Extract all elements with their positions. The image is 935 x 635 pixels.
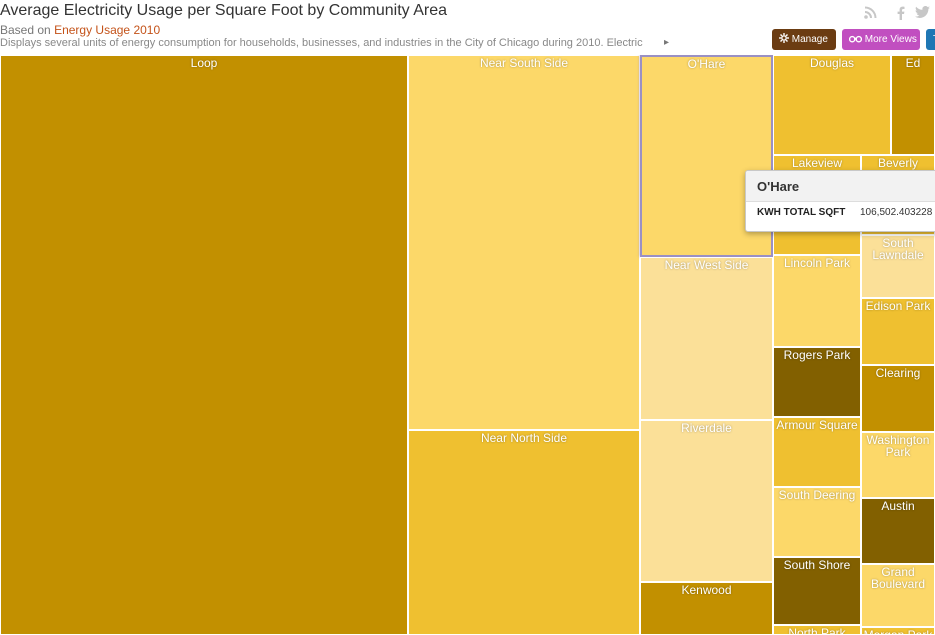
- treemap-tile-label: Austin: [881, 499, 915, 513]
- treemap-tile-label: Beverly: [877, 156, 918, 170]
- treemap-tile-label: Morgan Park: [863, 628, 933, 635]
- treemap-tile-south-lawndale[interactable]: South Lawndale: [861, 235, 935, 298]
- treemap-tile-clearing[interactable]: Clearing: [861, 365, 935, 432]
- tooltip-title: O'Hare: [757, 179, 800, 194]
- treemap-tile-label: Near West Side: [664, 258, 749, 272]
- page-title: Average Electricity Usage per Square Foo…: [0, 2, 448, 19]
- treemap-tile-label: Lakeview: [791, 156, 843, 170]
- treemap-tile-label: Washington Park: [866, 433, 930, 459]
- treemap-tile-morgan-park[interactable]: Morgan Park: [861, 627, 935, 635]
- tooltip-key: KWH TOTAL SQFT: [757, 207, 846, 218]
- treemap-tile-rogers-park[interactable]: Rogers Park: [773, 347, 861, 417]
- expand-description-icon[interactable]: ▸: [664, 37, 670, 48]
- treemap-tile-label: Ed: [905, 56, 921, 70]
- treemap-tile-washington-park[interactable]: Washington Park: [861, 432, 935, 498]
- extra-toolbar-button-label: T: [933, 34, 935, 45]
- treemap-tile-south-deering[interactable]: South Deering: [773, 487, 861, 557]
- treemap-tile-riverdale[interactable]: Riverdale: [640, 420, 773, 582]
- treemap-chart: Loop Near South Side Near North Side O'Hare…: [0, 55, 935, 635]
- manage-button-label: Manage: [791, 34, 828, 45]
- treemap-tile-lincoln-park[interactable]: Lincoln Park: [773, 255, 861, 347]
- treemap-tile-loop[interactable]: Loop: [0, 55, 408, 635]
- treemap-tile-label: South Deering: [778, 488, 856, 502]
- treemap-tile-label: Near North Side: [480, 431, 568, 445]
- treemap-tile-near-west-side[interactable]: Near West Side: [640, 257, 773, 420]
- treemap-tile-label: Near South Side: [479, 56, 569, 70]
- treemap-tile-kenwood[interactable]: Kenwood: [640, 582, 773, 635]
- treemap-tile-label: Riverdale: [681, 421, 732, 435]
- treemap-tile-label: Lincoln Park: [783, 256, 851, 270]
- treemap-tile-label: O'Hare: [687, 57, 726, 71]
- treemap-tile-north-park[interactable]: North Park: [773, 625, 861, 635]
- treemap-tile-label: South Shore: [783, 558, 851, 572]
- treemap-tile-grand-boulevard[interactable]: Grand Boulevard: [861, 564, 935, 627]
- treemap-tile-label: Douglas: [809, 56, 855, 70]
- treemap-tile-label: Grand Boulevard: [870, 565, 926, 591]
- treemap-tile-near-south-side[interactable]: Near South Side: [408, 55, 640, 430]
- tooltip: O'Hare KWH TOTAL SQFT 106,502.403228: [745, 170, 935, 232]
- treemap-tile-douglas[interactable]: Douglas: [773, 55, 891, 155]
- based-on-prefix: Based on: [0, 23, 51, 37]
- facebook-icon[interactable]: [896, 6, 905, 23]
- more-views-button[interactable]: More Views: [842, 29, 920, 50]
- treemap-tile-south-shore[interactable]: South Shore: [773, 557, 861, 625]
- dataset-description: Displays several units of energy consump…: [0, 37, 643, 49]
- manage-button[interactable]: Manage: [772, 29, 836, 50]
- extra-toolbar-button[interactable]: T: [926, 29, 935, 50]
- twitter-icon[interactable]: [915, 6, 930, 22]
- treemap-tile-label: Kenwood: [681, 583, 732, 597]
- dataset-link[interactable]: Energy Usage 2010: [54, 23, 161, 37]
- treemap-tile-armour-square[interactable]: Armour Square: [773, 417, 861, 487]
- treemap-tile-label: Edison Park: [865, 299, 931, 313]
- tooltip-value: 106,502.403228: [860, 207, 933, 218]
- treemap-tile-edgewater[interactable]: Ed: [891, 55, 935, 155]
- treemap-tile-edison-park[interactable]: Edison Park: [861, 298, 935, 365]
- more-views-button-label: More Views: [864, 34, 917, 45]
- binoculars-icon: [848, 34, 865, 45]
- treemap-tile-label: North Park: [788, 626, 846, 635]
- treemap-tile-label: Clearing: [875, 366, 921, 380]
- treemap-tile-label: Loop: [190, 56, 218, 70]
- rss-icon[interactable]: [864, 6, 877, 22]
- treemap-tile-label: South Lawndale: [872, 236, 924, 262]
- view-header: Average Electricity Usage per Square Foo…: [0, 0, 935, 55]
- gear-icon: [779, 33, 792, 45]
- tooltip-header: [746, 171, 935, 202]
- treemap-tile-label: Rogers Park: [783, 348, 851, 362]
- treemap-tile-label: Armour Square: [776, 418, 858, 432]
- based-on-line: Based on Energy Usage 2010: [0, 23, 160, 37]
- treemap-tile-near-north-side[interactable]: Near North Side: [408, 430, 640, 635]
- treemap-tile-austin[interactable]: Austin: [861, 498, 935, 564]
